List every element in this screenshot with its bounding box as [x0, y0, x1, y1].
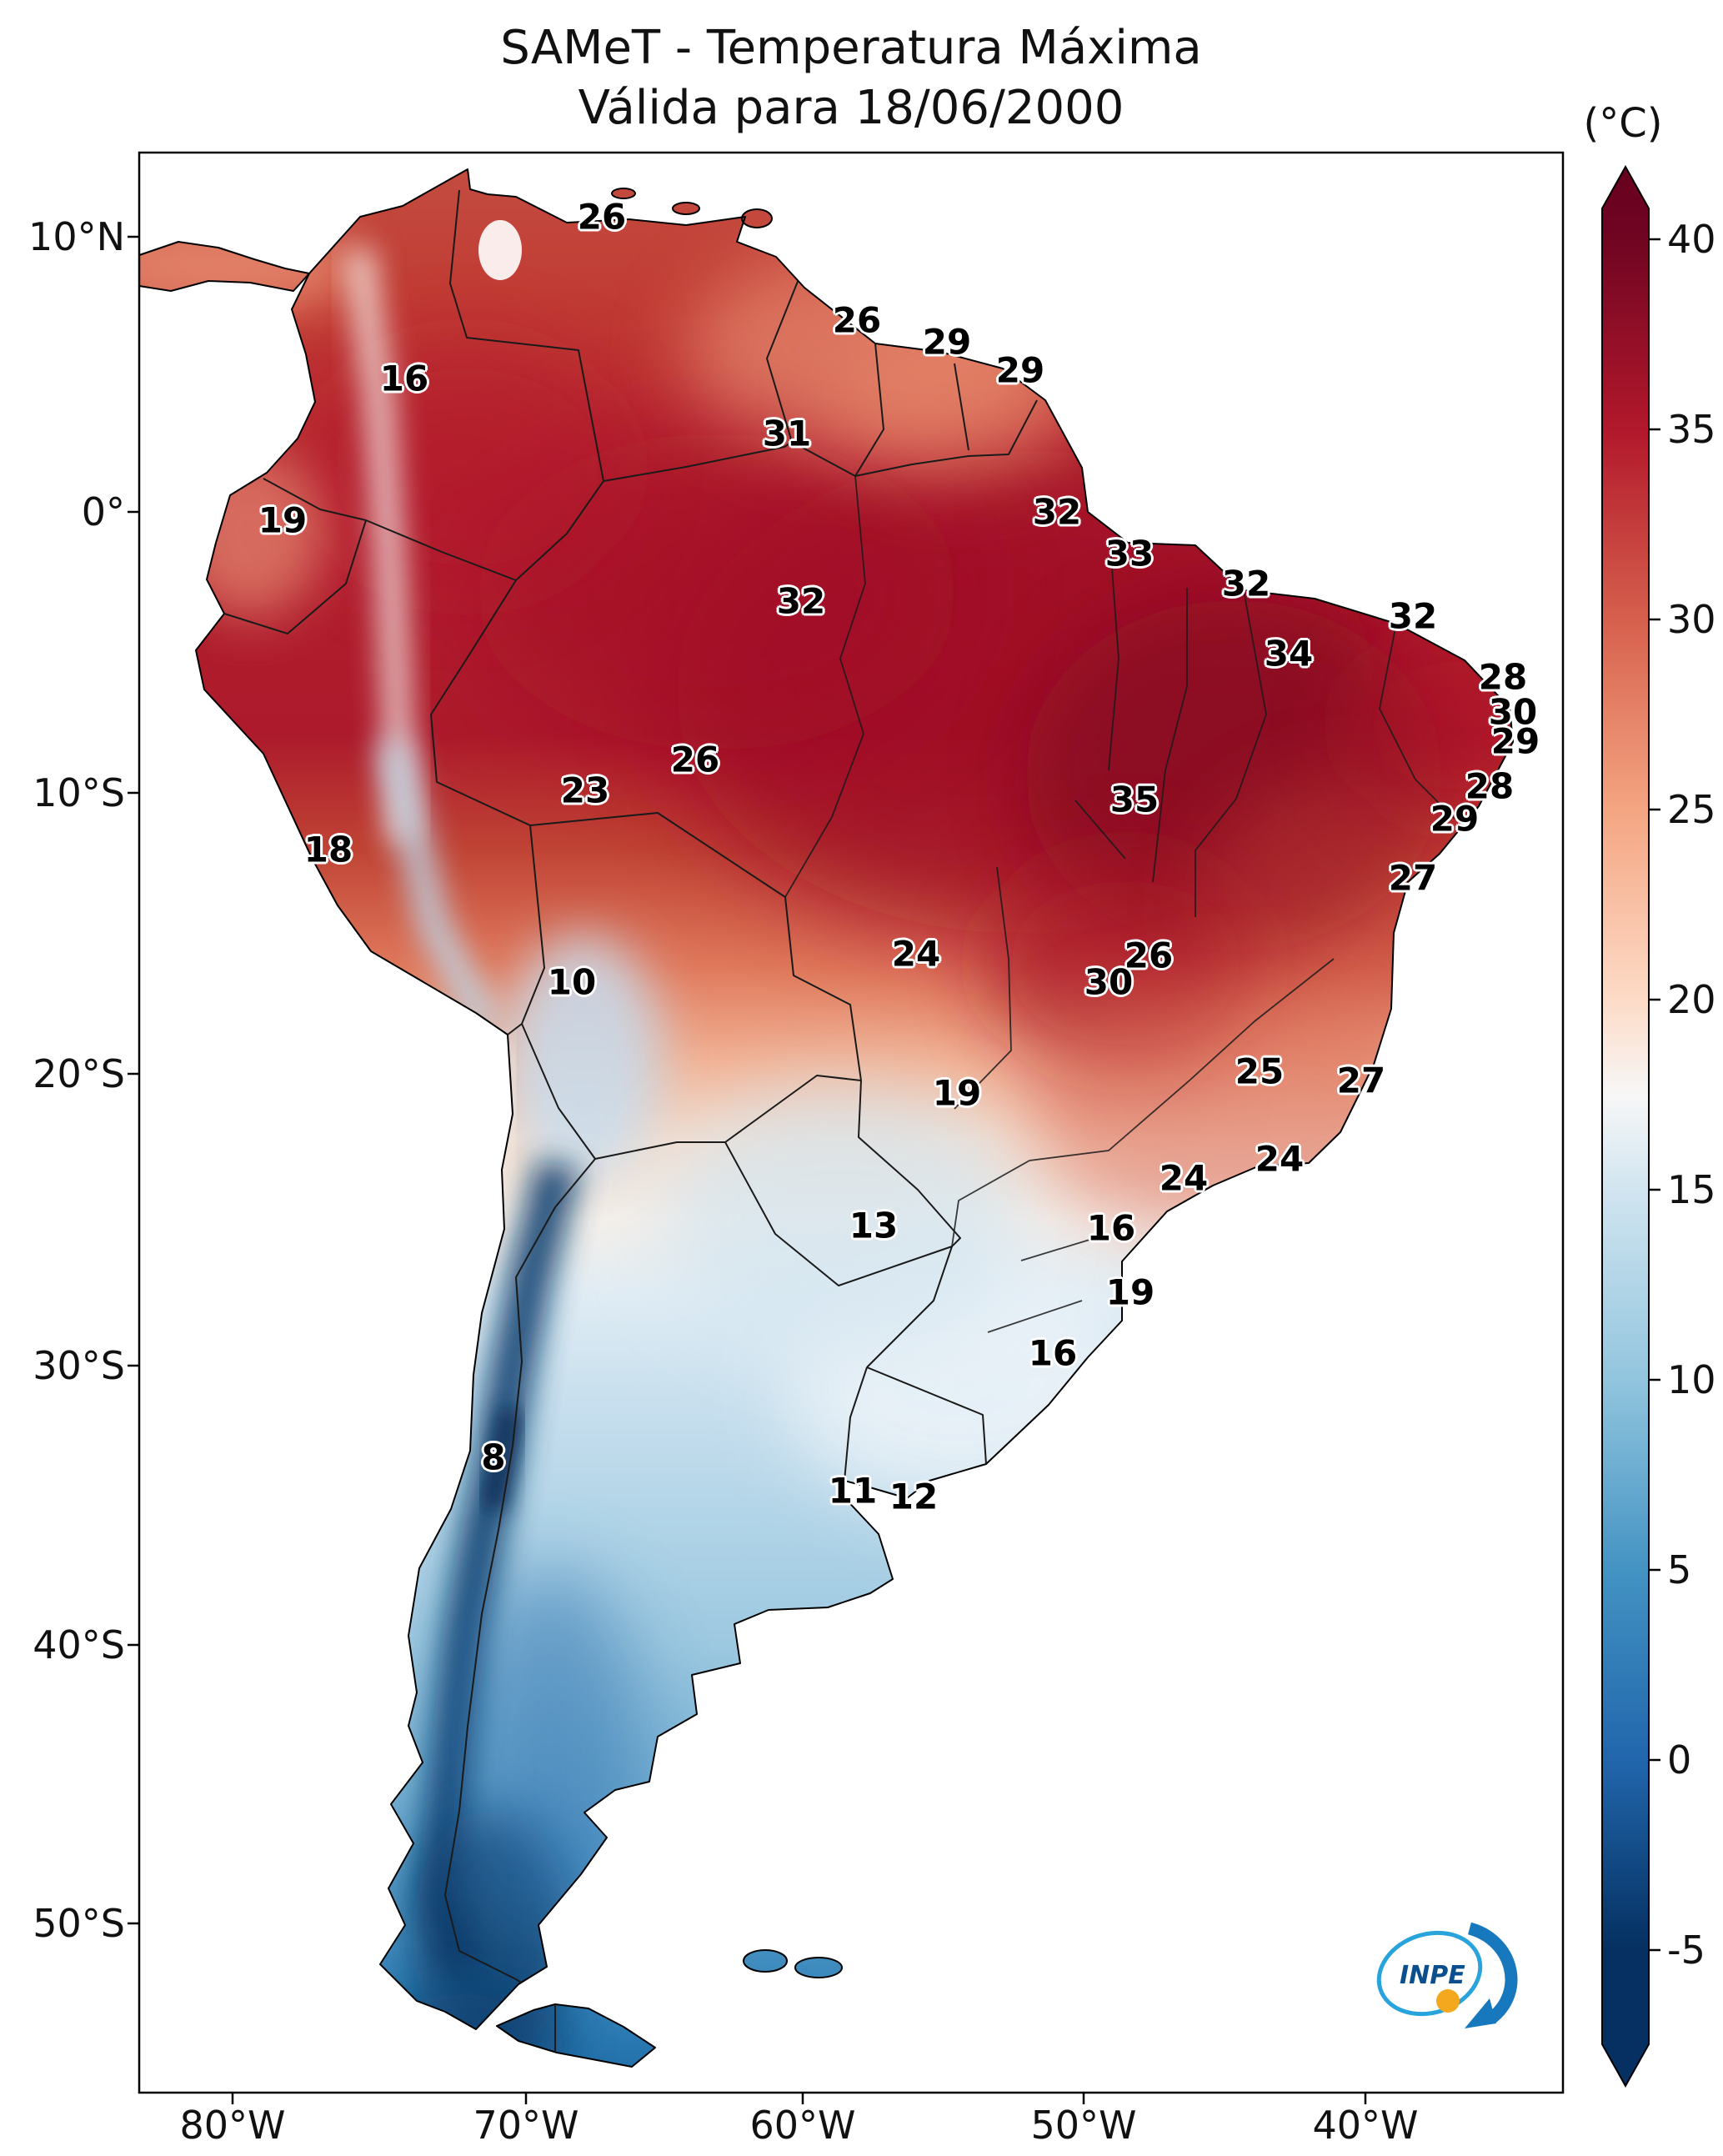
colorbar-unit-label: (°C) [1583, 100, 1663, 147]
colorbar [1601, 164, 1650, 2088]
map-subtitle: Válida para 18/06/2000 [578, 81, 1124, 135]
state-borders [784, 475, 1455, 1333]
inpe-logo: INPE [1376, 1922, 1518, 2028]
inpe-logo-text: INPE [1400, 1961, 1465, 1990]
map-title: SAMeT - Temperatura Máxima [500, 21, 1202, 75]
inpe-orange-dot-icon [1436, 1989, 1460, 2013]
inpe-arrowhead-icon [1465, 1998, 1496, 2028]
temperature-field [139, 169, 1513, 2067]
plot-frame [138, 151, 1565, 2094]
inpe-arrow-icon [1467, 1922, 1518, 2023]
coastline-outlines [138, 168, 1514, 2068]
axis-tick-marks [128, 235, 1660, 2104]
country-borders [223, 189, 1455, 2060]
